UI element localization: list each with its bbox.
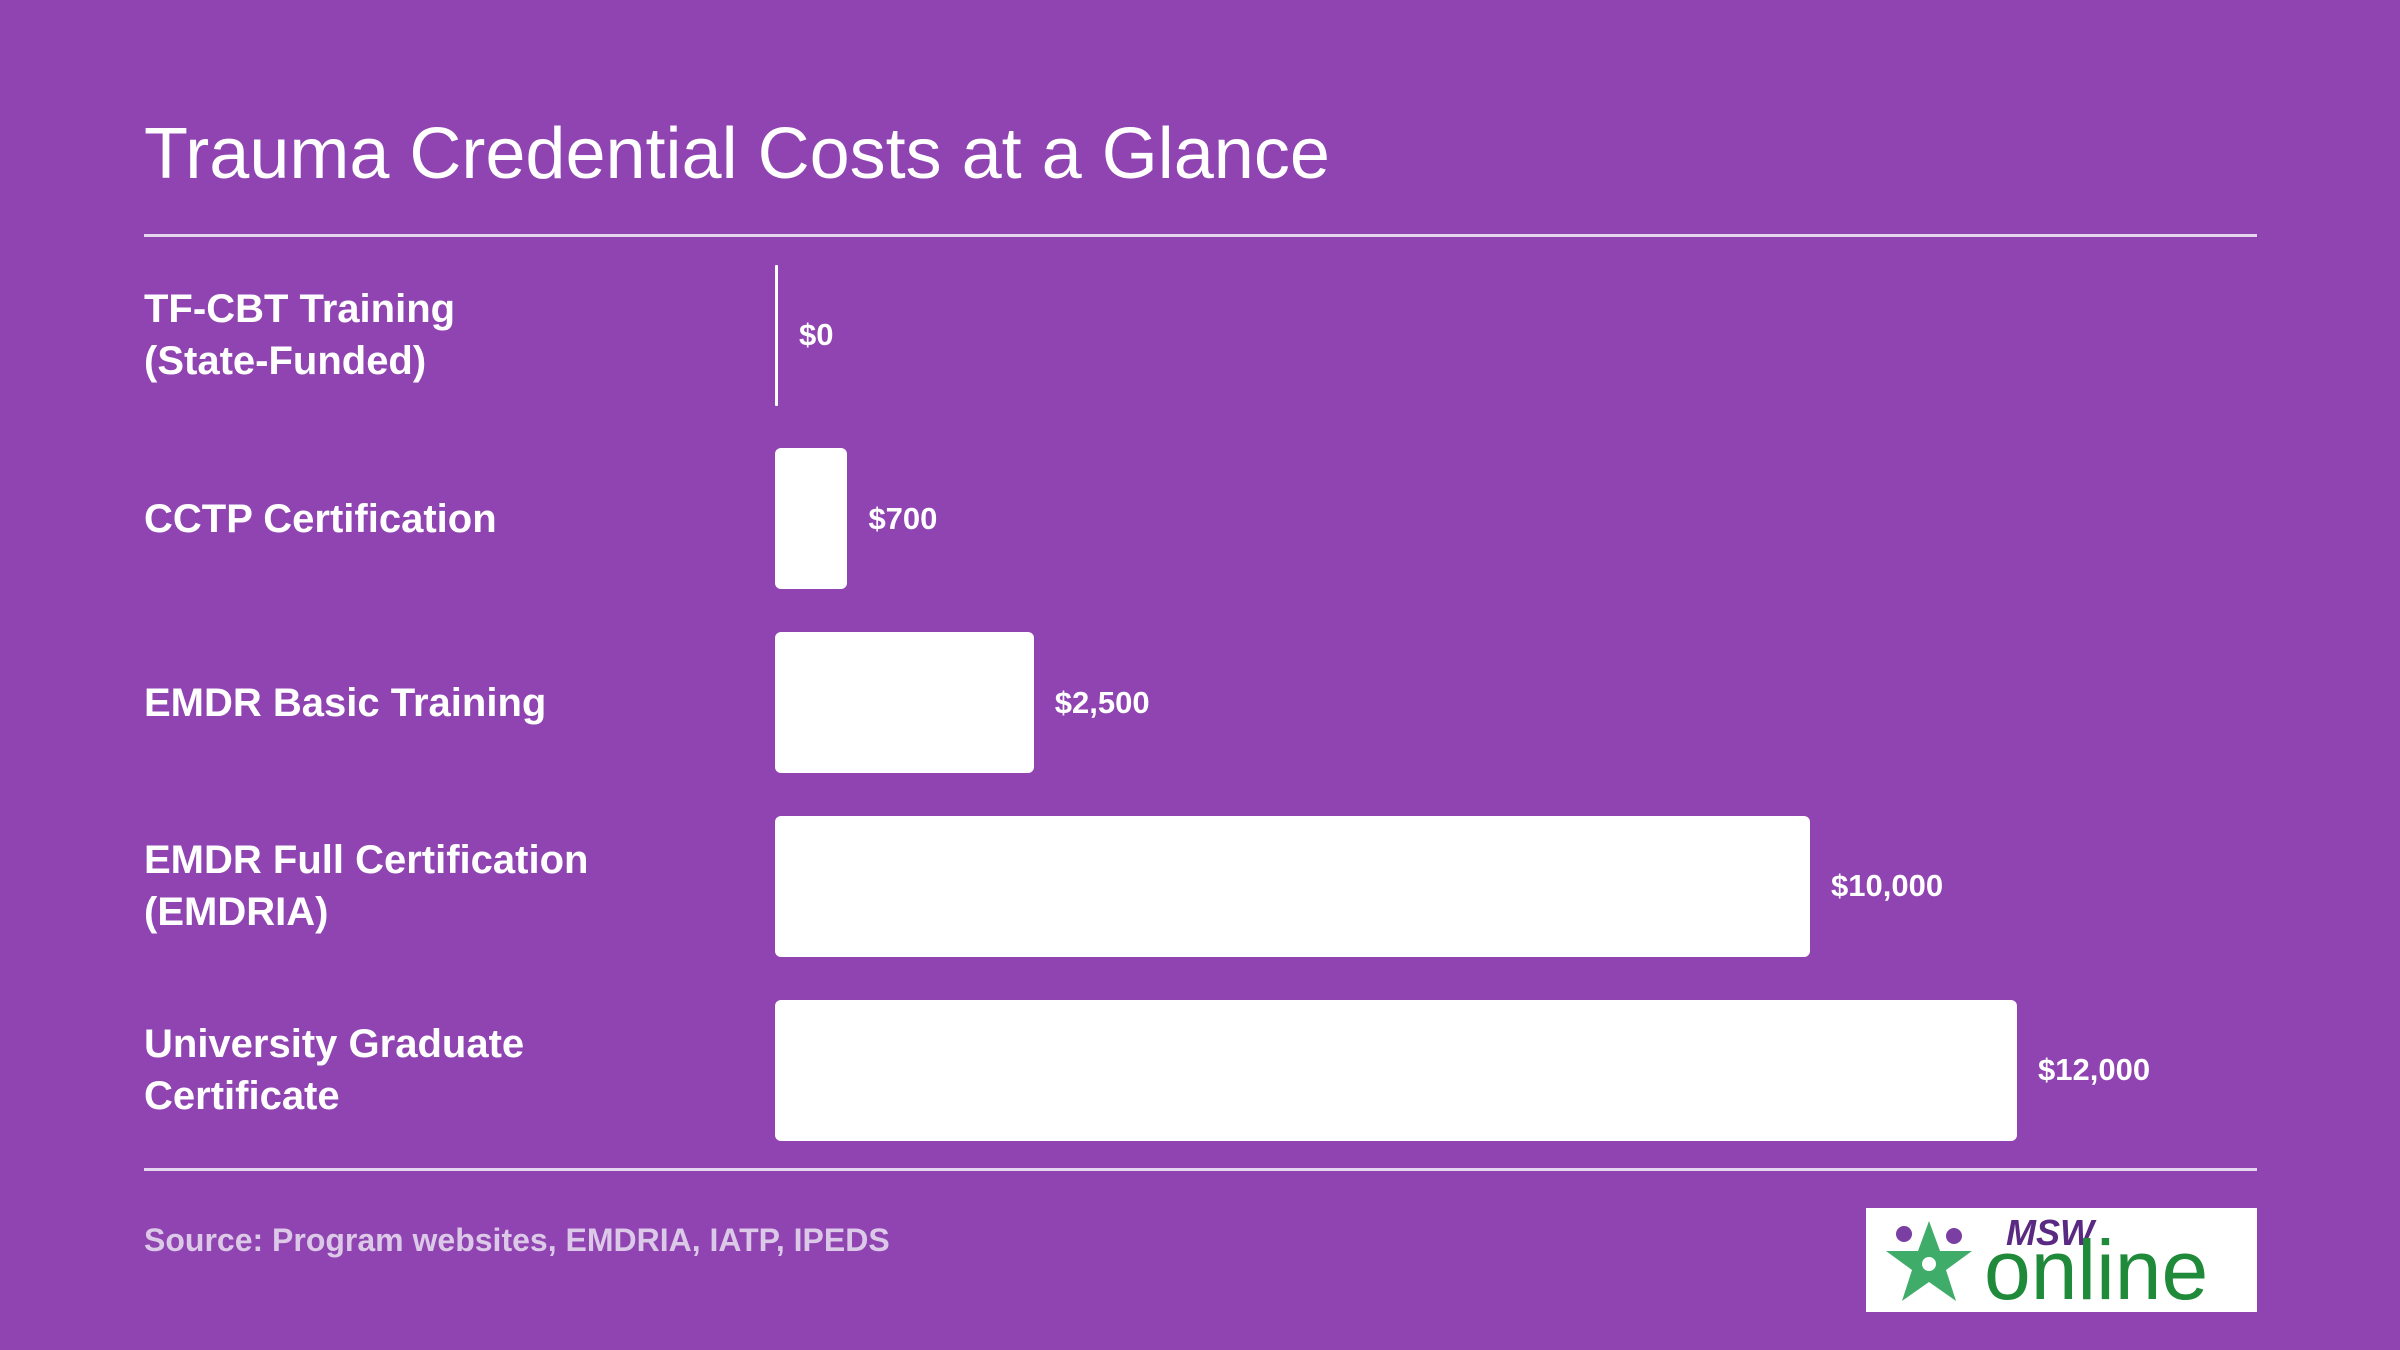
logo: MSW online (1866, 1208, 2257, 1312)
value-label: $700 (868, 500, 938, 536)
category-label: University Graduate Certificate (144, 1022, 525, 1118)
bottom-rule (144, 1168, 2257, 1171)
bar (775, 632, 1034, 773)
logo-text: online (1984, 1223, 2209, 1317)
category-label: CCTP Certification (144, 496, 497, 541)
value-label: $10,000 (1831, 868, 1944, 904)
value-label: $12,000 (2038, 1052, 2151, 1087)
logo-icon (1886, 1221, 1972, 1301)
category-label: TF-CBT Training (State-Funded) (144, 287, 456, 383)
category-label: EMDR Full Certification (EMDRIA) (144, 838, 589, 935)
bar (775, 264, 778, 406)
top-rule (144, 234, 2257, 237)
bar (775, 815, 1810, 957)
category-label: EMDR Basic Training (144, 680, 547, 725)
value-label: $2,500 (1054, 684, 1150, 720)
value-label: $0 (799, 317, 834, 352)
bar (775, 999, 2017, 1141)
source-note: Source: Program websites, EMDRIA, IATP, … (144, 1222, 890, 1258)
logo-text: MSW (2006, 1212, 2094, 1253)
chart-title: Trauma Credential Costs at a Glance (144, 114, 1330, 194)
bar (775, 448, 848, 590)
